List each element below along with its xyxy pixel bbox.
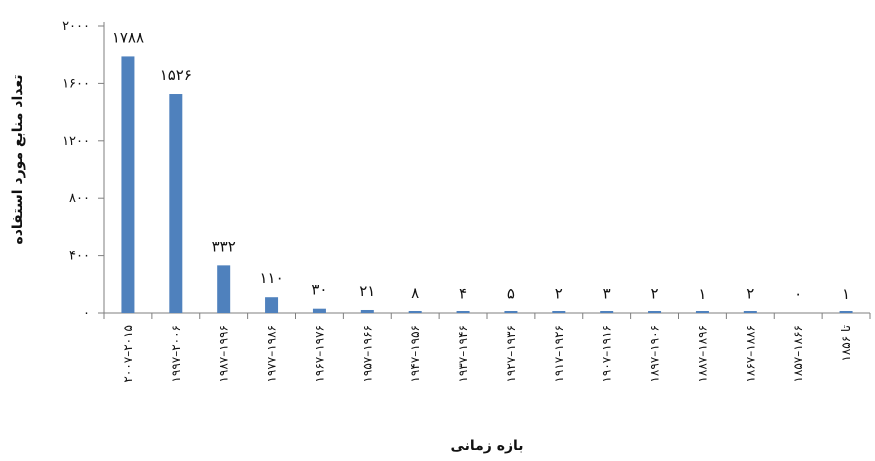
x-tick-label: ۱۹۷۷–۱۹۸۶ bbox=[265, 325, 279, 383]
data-label: ۰ bbox=[794, 285, 802, 303]
bar bbox=[265, 297, 279, 313]
y-axis-title: تعداد منابع مورد استفاده bbox=[10, 74, 26, 244]
x-tick-label: ۱۹۱۷–۱۹۲۶ bbox=[552, 325, 566, 383]
y-axis: ۰ ۴۰۰ ۸۰۰ ۱۲۰۰ ۱۶۰۰ ۲۰۰۰ bbox=[62, 19, 105, 321]
category-labels: ۲۰۰۷–۲۰۱۵ ۱۹۹۷–۲۰۰۶ ۱۹۸۷–۱۹۹۶ ۱۹۷۷–۱۹۸۶ ۱۹۶۷… bbox=[121, 325, 853, 383]
data-label: ۲ bbox=[555, 285, 563, 303]
y-tick-label: ۱۶۰۰ bbox=[62, 76, 90, 91]
bar bbox=[504, 311, 518, 313]
data-label: ۱ bbox=[698, 285, 706, 303]
bar bbox=[217, 265, 231, 313]
x-tick-label: ۱۹۳۷–۱۹۴۶ bbox=[456, 325, 470, 383]
x-tick-label: ۱۹۸۷–۱۹۹۶ bbox=[217, 325, 231, 383]
x-tick-label: ۱۹۴۷–۱۹۵۶ bbox=[408, 325, 422, 383]
y-tick-label: ۱۲۰۰ bbox=[62, 134, 90, 149]
x-tick-label: ۱۹۶۷–۱۹۷۶ bbox=[312, 325, 326, 383]
data-label: ۲ bbox=[746, 285, 754, 303]
bars bbox=[121, 56, 853, 314]
data-label: ۵ bbox=[507, 284, 515, 302]
bar bbox=[648, 311, 662, 313]
x-tick-label: ۱۹۲۷–۱۹۳۶ bbox=[504, 325, 518, 383]
data-label: ۴ bbox=[459, 284, 467, 302]
x-axis bbox=[103, 312, 871, 319]
bar bbox=[169, 94, 183, 313]
x-tick-label: ۱۸۸۷–۱۸۹۶ bbox=[695, 325, 709, 383]
x-axis-title: بازه زمانی bbox=[450, 438, 523, 454]
data-label: ۲۱ bbox=[359, 282, 375, 300]
y-tick-label: ۲۰۰۰ bbox=[62, 19, 90, 34]
bar bbox=[695, 311, 709, 313]
x-tick-label: تا ۱۸۵۶ bbox=[839, 325, 853, 362]
bar bbox=[839, 311, 853, 313]
x-tick-label: ۱۹۵۷–۱۹۶۶ bbox=[360, 325, 374, 383]
data-label: ۱۵۲۶ bbox=[160, 66, 192, 84]
data-label: ۱۱۰ bbox=[259, 269, 283, 287]
data-label: ۱ bbox=[842, 285, 850, 303]
bar bbox=[121, 56, 135, 314]
bar bbox=[312, 308, 326, 313]
x-tick-label: ۲۰۰۷–۲۰۱۵ bbox=[121, 325, 135, 383]
bar bbox=[408, 311, 422, 313]
y-tick-label: ۰ bbox=[83, 306, 90, 321]
bar bbox=[743, 311, 757, 313]
bar bbox=[552, 311, 566, 313]
data-label: ۱۷۸۸ bbox=[112, 28, 144, 46]
bar bbox=[456, 311, 470, 313]
y-tick-label: ۴۰۰ bbox=[69, 249, 90, 264]
x-tick-label: ۱۸۵۷–۱۸۶۶ bbox=[791, 325, 805, 383]
data-label: ۳ bbox=[603, 285, 611, 303]
y-tick-label: ۸۰۰ bbox=[69, 191, 90, 206]
data-label: ۳۰ bbox=[311, 281, 327, 299]
x-tick-label: ۱۸۹۷–۱۹۰۶ bbox=[648, 325, 662, 383]
bar bbox=[600, 311, 614, 313]
x-tick-label: ۱۸۶۷–۱۸۸۶ bbox=[743, 325, 757, 383]
data-label: ۳۳۲ bbox=[212, 237, 236, 255]
data-label: ۲ bbox=[651, 285, 659, 303]
bar bbox=[360, 309, 374, 313]
x-tick-label: ۱۹۰۷–۱۹۱۶ bbox=[600, 325, 614, 383]
data-label: ۸ bbox=[411, 284, 419, 302]
x-tick-label: ۱۹۹۷–۲۰۰۶ bbox=[169, 325, 183, 383]
